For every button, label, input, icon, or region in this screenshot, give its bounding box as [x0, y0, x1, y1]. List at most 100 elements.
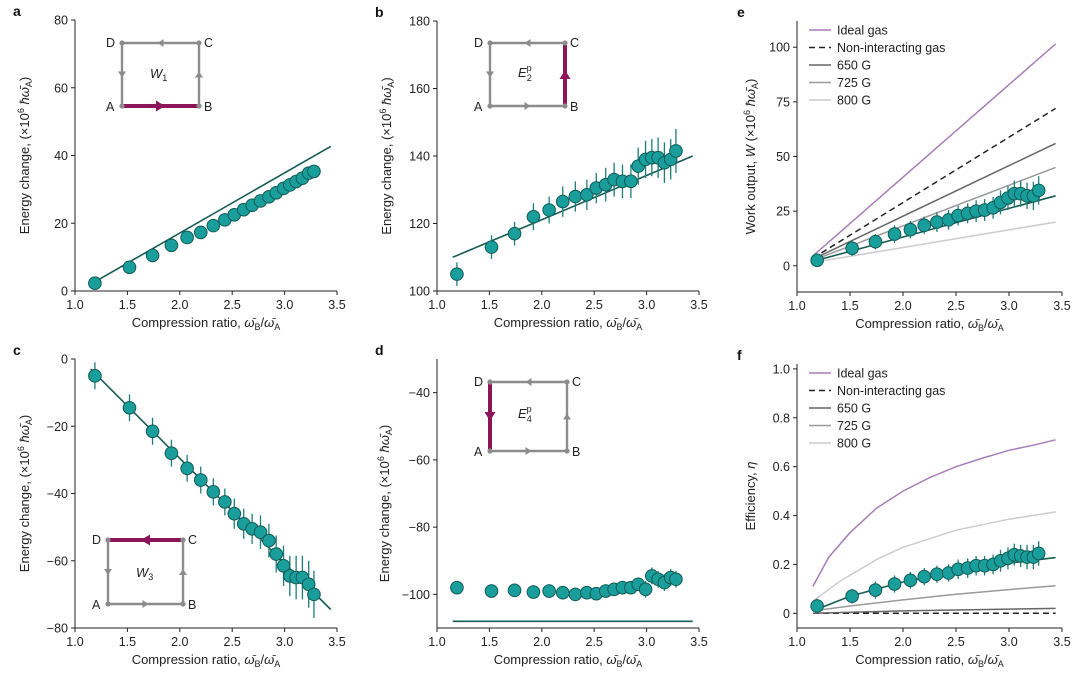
- cycle-diagram-c: D C A B W3: [92, 533, 197, 612]
- cycle-node-a: [119, 103, 125, 109]
- process-subscript: 3: [148, 572, 153, 582]
- x-label-sub-a: A: [636, 659, 642, 669]
- panel-letter-b: b: [375, 4, 384, 20]
- series-line-fit: [812, 556, 1056, 612]
- y-label-main: Energy change, (×10: [377, 461, 392, 582]
- series-line-800-g: [812, 511, 1056, 602]
- x-axis-label: Compression ratio, ω̄B/ω̄A: [855, 316, 1004, 333]
- cycle-node-d: [487, 379, 493, 385]
- data-point: [526, 209, 541, 224]
- data-point: [624, 174, 638, 189]
- cycle-arrow-c-d: [524, 39, 531, 47]
- data-point: [930, 567, 944, 582]
- y-tick-label: 0.4: [773, 509, 790, 523]
- y-tick-label: 40: [54, 149, 68, 163]
- data-point: [164, 446, 179, 460]
- y-tick-label: 20: [54, 217, 68, 231]
- series-line-fit: [452, 155, 694, 259]
- data-point: [810, 599, 824, 613]
- y-label-main: Efficiency,: [743, 469, 758, 531]
- cycle-node-b: [180, 601, 186, 607]
- legend-label-5: 800 G: [837, 437, 871, 451]
- x-tick-label: 2.0: [894, 299, 911, 313]
- y-label-unit: ħω̄: [17, 423, 32, 446]
- panel-letter-a: a: [13, 3, 21, 19]
- panel-d: d 1.0 1.5 2.0 2.5 3.0 3.5 −100 −80 −60 −40 Compress…: [375, 342, 708, 669]
- cycle-diagram-b: D C A B Ep 2: [474, 36, 579, 114]
- x-label-main: Compression ratio,: [494, 652, 607, 667]
- cycle-corner-label-c: C: [572, 375, 581, 389]
- y-label-variable: η: [743, 462, 758, 469]
- cycle-arrow-c-d: [525, 378, 532, 386]
- cycle-node-a: [487, 448, 493, 454]
- x-label-slash: /: [984, 652, 988, 667]
- x-tick-label: 2.5: [224, 635, 241, 649]
- panel-letter-d: d: [375, 342, 384, 358]
- y-tick-label: 75: [776, 95, 790, 109]
- panel-letter-c: c: [13, 342, 21, 358]
- y-tick-label: 0.6: [773, 460, 790, 474]
- data-point: [307, 587, 321, 602]
- data-point: [193, 473, 208, 487]
- data-point: [845, 241, 859, 256]
- y-label-unit: ħω̄: [17, 85, 32, 108]
- cycle-node-a: [105, 601, 111, 607]
- y-label-exponent: 6: [16, 108, 26, 113]
- y-tick-label: 0: [783, 259, 790, 273]
- y-tick-label: 80: [54, 14, 68, 28]
- y-label-sub: A: [750, 83, 760, 89]
- cycle-corner-label-b: B: [204, 100, 212, 114]
- cycle-corner-label-c: C: [188, 533, 197, 547]
- cycle-arrow-c-d: [141, 534, 150, 546]
- data-point: [484, 584, 499, 598]
- x-label-omega-a: ω̄: [626, 652, 638, 667]
- process-subscript: 1: [162, 73, 167, 83]
- data-point: [262, 533, 276, 548]
- data-point: [145, 424, 160, 439]
- data-point: [542, 584, 556, 598]
- x-label-slash: /: [261, 652, 265, 667]
- x-label-omega-a: ω̄: [264, 652, 276, 667]
- cycle-corner-label-d: D: [474, 36, 483, 50]
- x-label-slash: /: [623, 652, 627, 667]
- x-axis-label: Compression ratio, ω̄B/ω̄A: [494, 315, 643, 332]
- x-label-sub-b: B: [255, 322, 261, 332]
- cycle-diagram-d: D C A B Ep 4: [474, 375, 581, 459]
- x-label-main: Compression ratio,: [855, 652, 968, 667]
- cycle-corner-label-c: C: [204, 36, 213, 50]
- x-label-omega-a: ω̄: [264, 315, 276, 330]
- data-point: [1031, 546, 1046, 561]
- x-tick-label: 3.5: [690, 635, 707, 649]
- cycle-node-c: [196, 40, 202, 46]
- data-point: [555, 585, 570, 600]
- x-tick-label: 3.0: [276, 298, 293, 312]
- y-tick-label: 0: [61, 285, 68, 299]
- process-superscript: p: [527, 63, 532, 73]
- y-tick-label: 0: [61, 353, 68, 367]
- y-tick-label: −100: [402, 588, 430, 602]
- cycle-node-c: [562, 40, 568, 46]
- panel-letter-e: e: [737, 4, 745, 20]
- data-point: [507, 583, 522, 598]
- x-tick-label: 1.0: [428, 298, 445, 312]
- x-label-main: Compression ratio,: [855, 316, 968, 331]
- cycle-corner-label-a: A: [474, 445, 483, 459]
- x-label-sub-a: A: [274, 659, 280, 669]
- data-point: [276, 558, 291, 573]
- data-point: [88, 369, 102, 383]
- x-label-sub-b: B: [978, 323, 984, 333]
- cycle-arrow-d-a: [118, 71, 126, 78]
- y-label-unit: ħω̄: [379, 86, 394, 109]
- y-label-sub: A: [24, 81, 34, 87]
- series-line-non-interacting-gas: [812, 107, 1056, 259]
- y-tick-label: −80: [409, 521, 430, 535]
- x-label-slash: /: [261, 315, 265, 330]
- cycle-corner-label-b: B: [572, 445, 580, 459]
- cycle-arrow-d-a: [104, 569, 112, 575]
- legend-label-3: 650 G: [837, 402, 871, 416]
- legend-label-2: Non-interacting gas: [837, 384, 945, 398]
- y-tick-label: −40: [409, 386, 430, 400]
- data-point: [269, 547, 284, 561]
- data-point: [227, 506, 242, 521]
